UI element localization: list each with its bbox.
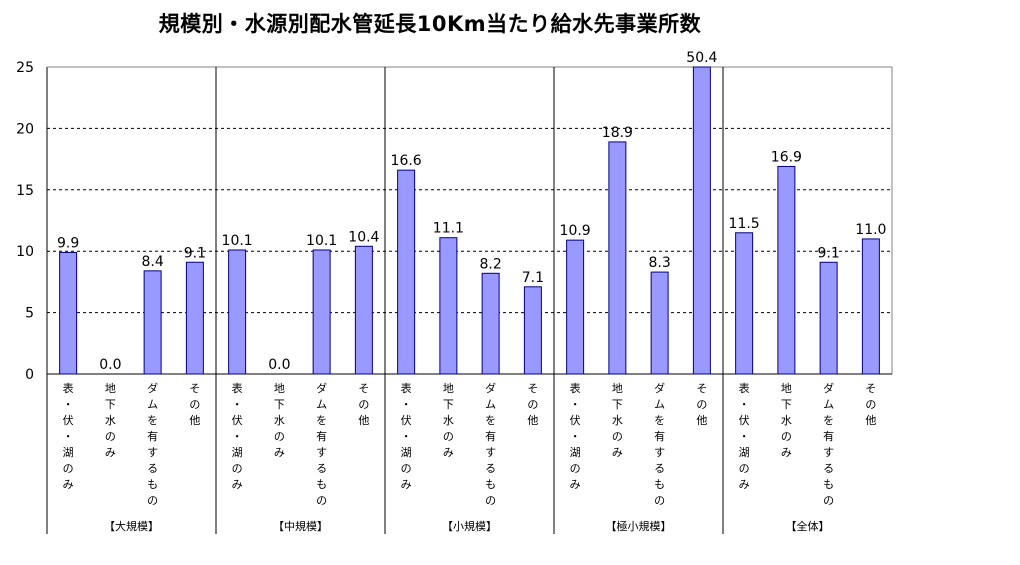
- x-tick-label: その他: [189, 382, 200, 427]
- data-label: 11.1: [433, 221, 464, 237]
- bar: [566, 239, 585, 375]
- bar: [608, 141, 627, 375]
- bar: [143, 270, 162, 375]
- data-label: 16.6: [391, 153, 422, 169]
- labels: 0 5 10 15 20 25 【大規模】 9.9 表・伏・湖のみ 0.0 地下水のみ 8.4 ダムを有…: [16, 50, 886, 533]
- group-label: 【極小規模】: [606, 519, 672, 533]
- bar: [185, 261, 204, 375]
- axes: [46, 66, 893, 534]
- bar: [59, 251, 78, 375]
- bar: [481, 272, 500, 375]
- data-label: 8.3: [648, 255, 670, 271]
- x-tick-label: 表・伏・湖のみ: [739, 381, 750, 491]
- x-tick-label: 地下水のみ: [781, 382, 792, 459]
- data-label: 9.9: [57, 235, 79, 251]
- bar: [397, 169, 416, 375]
- data-label: 8.2: [479, 256, 501, 272]
- bar: [650, 271, 669, 375]
- bar: [439, 237, 458, 375]
- x-tick-label: ダムを有するもの: [485, 381, 496, 507]
- data-label: 7.1: [522, 270, 544, 286]
- data-label: 10.4: [348, 229, 379, 245]
- data-label: 11.0: [855, 222, 886, 238]
- x-tick-label: その他: [358, 382, 369, 427]
- bar: [228, 249, 247, 375]
- group-label: 【全体】: [786, 519, 830, 533]
- data-label: 0.0: [99, 357, 121, 373]
- chart-title: 規模別・水源別配水管延長10Km当たり給水先事業所数: [158, 12, 702, 36]
- x-tick-label: 表・伏・湖のみ: [232, 381, 243, 491]
- y-tick-label: 15: [16, 183, 34, 199]
- data-label: 9.1: [817, 245, 839, 261]
- bar: [735, 232, 754, 375]
- bar: [777, 165, 796, 375]
- bar: [354, 245, 373, 375]
- y-tick-label: 5: [25, 306, 34, 322]
- x-tick-label: ダムを有するもの: [654, 381, 665, 507]
- x-tick-label: その他: [865, 382, 876, 427]
- grid-lines: [47, 66, 892, 314]
- data-label: 11.5: [729, 216, 760, 232]
- data-label: 9.1: [184, 245, 206, 261]
- bars: [59, 66, 880, 375]
- bar: [819, 261, 838, 375]
- y-tick-label: 10: [16, 244, 34, 260]
- x-tick-label: 表・伏・湖のみ: [63, 381, 74, 491]
- group-label: 【小規模】: [442, 519, 497, 533]
- bar: [523, 286, 542, 375]
- data-label: 10.1: [222, 233, 253, 249]
- group-label: 【大規模】: [104, 519, 159, 533]
- bar: [312, 249, 331, 375]
- group-label: 【中規模】: [273, 519, 328, 533]
- x-tick-label: 地下水のみ: [105, 382, 116, 459]
- bar: [861, 238, 880, 375]
- y-tick-label: 0: [25, 367, 34, 383]
- y-tick-label: 20: [16, 121, 34, 137]
- x-tick-label: ダムを有するもの: [147, 381, 158, 507]
- x-tick-label: その他: [696, 382, 707, 427]
- data-label: 50.4: [686, 50, 717, 66]
- x-tick-label: 表・伏・湖のみ: [401, 381, 412, 491]
- data-label: 16.9: [771, 149, 802, 165]
- x-tick-label: 地下水のみ: [443, 382, 454, 459]
- x-tick-label: ダムを有するもの: [823, 381, 834, 507]
- data-label: 10.1: [306, 233, 337, 249]
- x-tick-label: 地下水のみ: [612, 382, 623, 459]
- bar: [692, 66, 711, 375]
- y-tick-label: 25: [16, 60, 34, 76]
- x-tick-label: ダムを有するもの: [316, 381, 327, 507]
- x-tick-label: 表・伏・湖のみ: [570, 381, 581, 491]
- x-tick-label: 地下水のみ: [274, 382, 285, 459]
- data-label: 18.9: [602, 125, 633, 141]
- data-label: 8.4: [141, 254, 163, 270]
- x-tick-label: その他: [527, 382, 538, 427]
- data-label: 0.0: [268, 357, 290, 373]
- data-label: 10.9: [560, 223, 591, 239]
